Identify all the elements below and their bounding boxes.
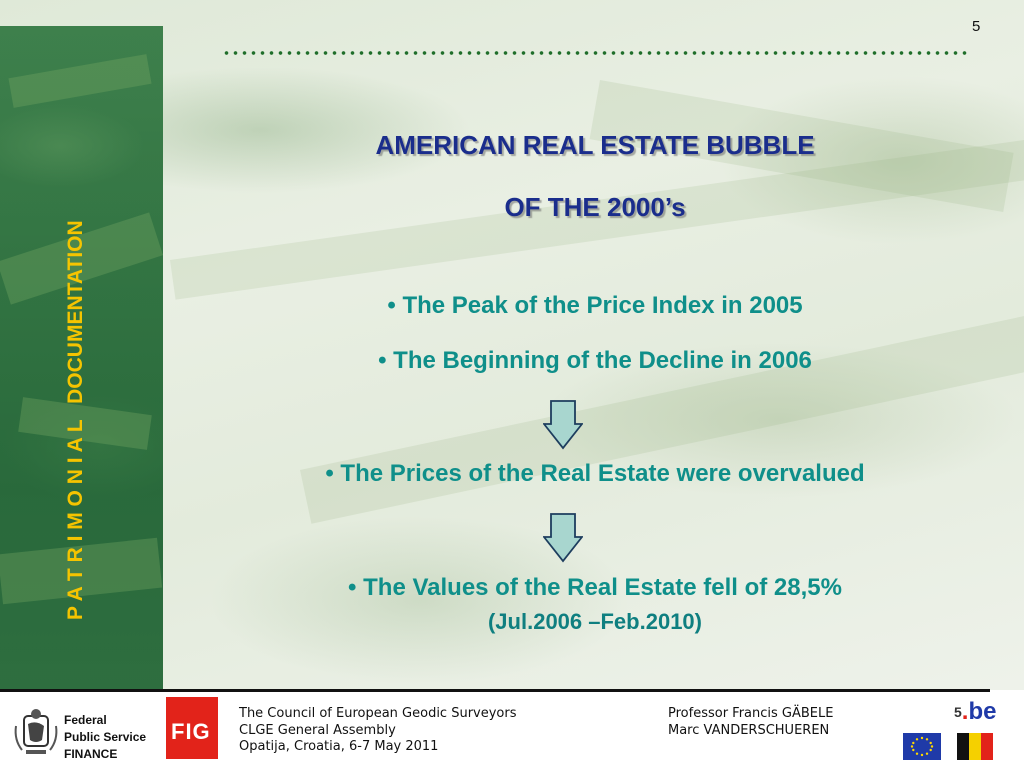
org-line1: The Council of European Geodic Surveyors (239, 706, 517, 721)
bullet-values-fell: • The Values of the Real Estate fell of … (348, 574, 842, 601)
belgian-flag-icon (957, 733, 993, 760)
slide-title-line2: OF THE 2000’s (504, 192, 686, 222)
fps-line3: FINANCE (64, 747, 118, 761)
fps-finance-label: Federal Public Service FINANCE (64, 712, 146, 763)
vertical-title-prefix: P A T R I M O N I A L (64, 419, 87, 620)
bullet-peak: • The Peak of the Price Index in 2005 (387, 292, 803, 319)
date-range-note: (Jul.2006 –Feb.2010) (487, 609, 702, 634)
side-field (8, 54, 152, 108)
down-arrow-icon (543, 400, 583, 450)
fps-line1: Federal (64, 713, 107, 727)
belgian-lion-emblem-icon (14, 709, 58, 754)
fps-line2: Public Service (64, 730, 147, 744)
bullet-decline: • The Beginning of the Decline in 2006 (378, 347, 812, 374)
side-panel (0, 26, 164, 690)
author-line2: Marc VANDERSCHUEREN (668, 722, 830, 738)
down-arrow-icon (543, 513, 583, 563)
org-line3: Opatija, Croatia, 6-7 May 2011 (239, 739, 439, 754)
aerial-background (0, 0, 1024, 690)
be-logo-num: 5 (954, 704, 962, 720)
fig-logo: FIG (166, 697, 218, 759)
footer-rule (0, 689, 990, 692)
field-stripe (300, 311, 1024, 524)
fig-logo-text: FIG (171, 719, 211, 744)
authors-info: Professor Francis GÄBELE Marc VANDERSCHU… (668, 706, 833, 739)
vertical-title: P A T R I M O N I A L DOCUMENTATION (64, 220, 88, 620)
vertical-title-suffix: DOCUMENTATION (64, 220, 87, 404)
be-logo-text: be (968, 698, 997, 725)
page-number: 5 (972, 18, 981, 35)
eu-flag-icon (903, 733, 941, 760)
author-line1: Professor Francis GÄBELE (668, 706, 834, 721)
be-logo-dot: . (961, 698, 969, 725)
bullet-overvalued: • The Prices of the Real Estate were ove… (325, 460, 865, 487)
slide-title-line1: AMERICAN REAL ESTATE BUBBLE (375, 130, 815, 160)
organization-info: The Council of European Geodic Surveyors… (239, 706, 517, 756)
be-logo: 5.be (954, 698, 996, 726)
org-line2: CLGE General Assembly (239, 722, 396, 738)
dotted-divider (222, 50, 967, 56)
